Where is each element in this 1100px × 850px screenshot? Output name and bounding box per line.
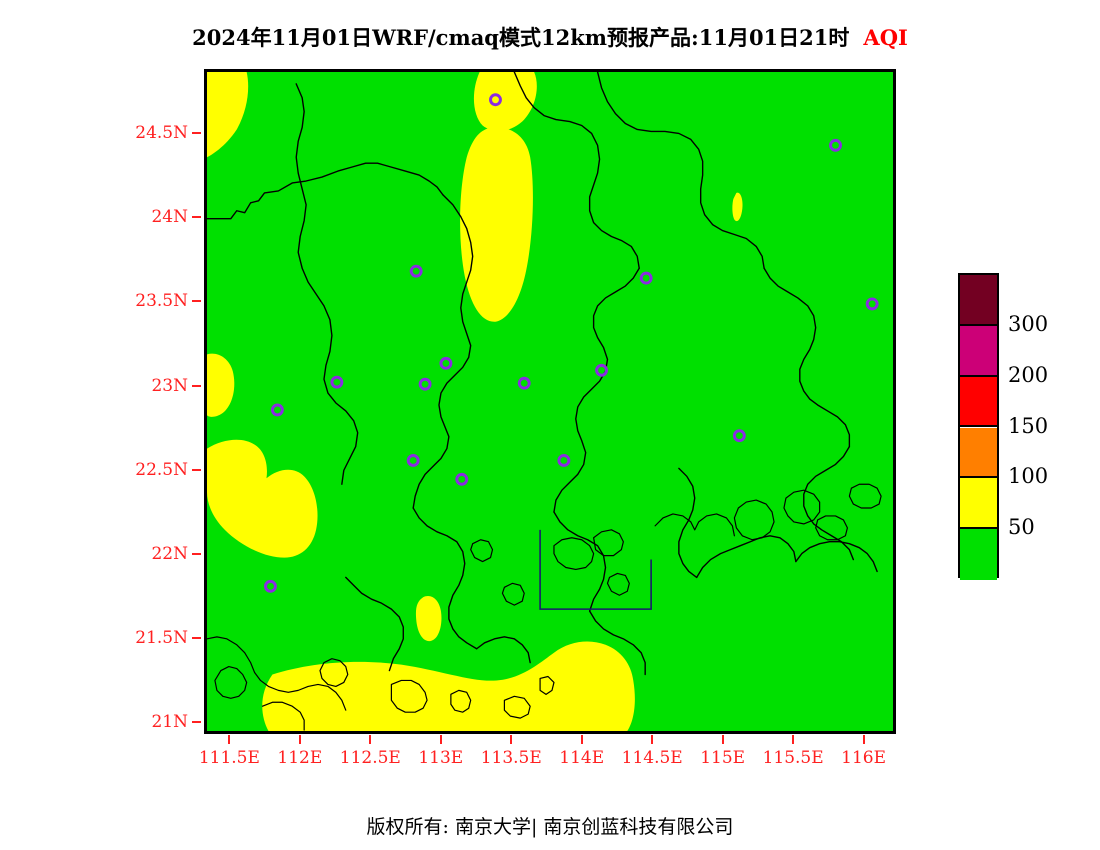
y-axis-tick-mark (192, 468, 201, 471)
y-axis-tick-label: 21.5N (135, 628, 188, 649)
colorbar-band (960, 275, 997, 326)
colorbar-tick-label: 50 (1008, 515, 1035, 540)
y-axis-tick-label: 22N (151, 543, 188, 564)
aqi-colorbar[interactable] (958, 273, 999, 580)
x-axis-tick-label: 112.5E (339, 748, 401, 768)
station-marker (455, 472, 469, 486)
x-axis-tick-label: 113E (418, 748, 464, 768)
administrative-boundaries (207, 72, 878, 676)
x-axis-tick-label: 116E (841, 748, 887, 768)
colorbar-tick-label: 300 (1008, 311, 1049, 336)
station-marker (330, 375, 344, 389)
x-axis-tick-label: 114.5E (621, 748, 683, 768)
station-marker (639, 271, 653, 285)
station-marker (439, 356, 453, 370)
station-marker (489, 93, 502, 107)
colorbar-tick-label: 200 (1008, 362, 1049, 387)
forecast-map-plot[interactable] (204, 69, 896, 734)
y-axis-tick-mark (192, 552, 201, 555)
colorbar-band (960, 376, 997, 428)
station-marker (557, 454, 571, 467)
x-axis-tick-label: 115.5E (762, 748, 824, 768)
station-marker (732, 429, 746, 443)
colorbar-tick-label: 150 (1008, 413, 1049, 438)
station-marker (270, 403, 284, 417)
page-title: 2024年11月01日WRF/cmaq模式12km预报产品:11月01日21时 A… (0, 22, 1100, 52)
x-axis-tick-mark (439, 735, 442, 744)
y-axis-tick-label: 22.5N (135, 459, 188, 480)
y-axis-tick-mark (192, 384, 201, 387)
station-marker (517, 376, 531, 390)
y-axis-tick-label: 23N (151, 375, 188, 396)
x-axis-tick-label: 113.5E (480, 748, 542, 768)
x-axis-tick-mark (228, 735, 231, 744)
x-axis-tick-label: 111.5E (198, 748, 260, 768)
x-axis-tick-mark (369, 735, 372, 744)
map-canvas (207, 72, 893, 731)
x-axis-tick-mark (298, 735, 301, 744)
station-marker (829, 138, 842, 152)
x-axis-tick-mark (580, 735, 583, 744)
station-marker (406, 454, 420, 467)
x-axis-tick-label: 115E (700, 748, 746, 768)
y-axis-tick-mark (192, 300, 201, 303)
station-marker (264, 579, 277, 593)
footer-copyright: 版权所有: 南京大学| 南京创蓝科技有限公司 (366, 816, 734, 838)
station-marker (418, 377, 432, 391)
y-axis-tick-mark (192, 216, 201, 219)
y-axis-tick-mark (192, 721, 201, 724)
colorbar-band (960, 529, 997, 580)
y-axis-tick-mark (192, 131, 201, 134)
x-axis-tick-label: 114E (559, 748, 605, 768)
title-main-text: 2024年11月01日WRF/cmaq模式12km预报产品:11月01日21时 (192, 25, 850, 50)
map-background-good-aqi (207, 72, 893, 731)
y-axis-tick-mark (192, 637, 201, 640)
coastline-details (207, 483, 882, 731)
y-axis-tick-label: 24N (151, 207, 188, 228)
x-axis-tick-mark (721, 735, 724, 744)
colorbar-band (960, 427, 997, 479)
colorbar-band (960, 325, 997, 377)
colorbar-tick-label: 100 (1008, 464, 1049, 489)
x-axis-tick-label: 112E (277, 748, 323, 768)
x-axis-tick-mark (651, 735, 654, 744)
station-marker (409, 264, 423, 278)
x-axis-tick-mark (862, 735, 865, 744)
moderate-aqi-regions (207, 72, 743, 731)
station-markers (264, 93, 879, 593)
x-axis-tick-mark (792, 735, 795, 744)
y-axis-tick-label: 21N (151, 712, 188, 733)
station-marker (865, 297, 879, 311)
y-axis-tick-label: 23.5N (135, 291, 188, 312)
zone-boundary-box (539, 529, 652, 610)
colorbar-band (960, 478, 997, 530)
station-marker (595, 363, 608, 377)
y-axis-tick-label: 24.5N (135, 122, 188, 143)
x-axis-tick-mark (510, 735, 513, 744)
title-variable-label: AQI (863, 25, 908, 50)
